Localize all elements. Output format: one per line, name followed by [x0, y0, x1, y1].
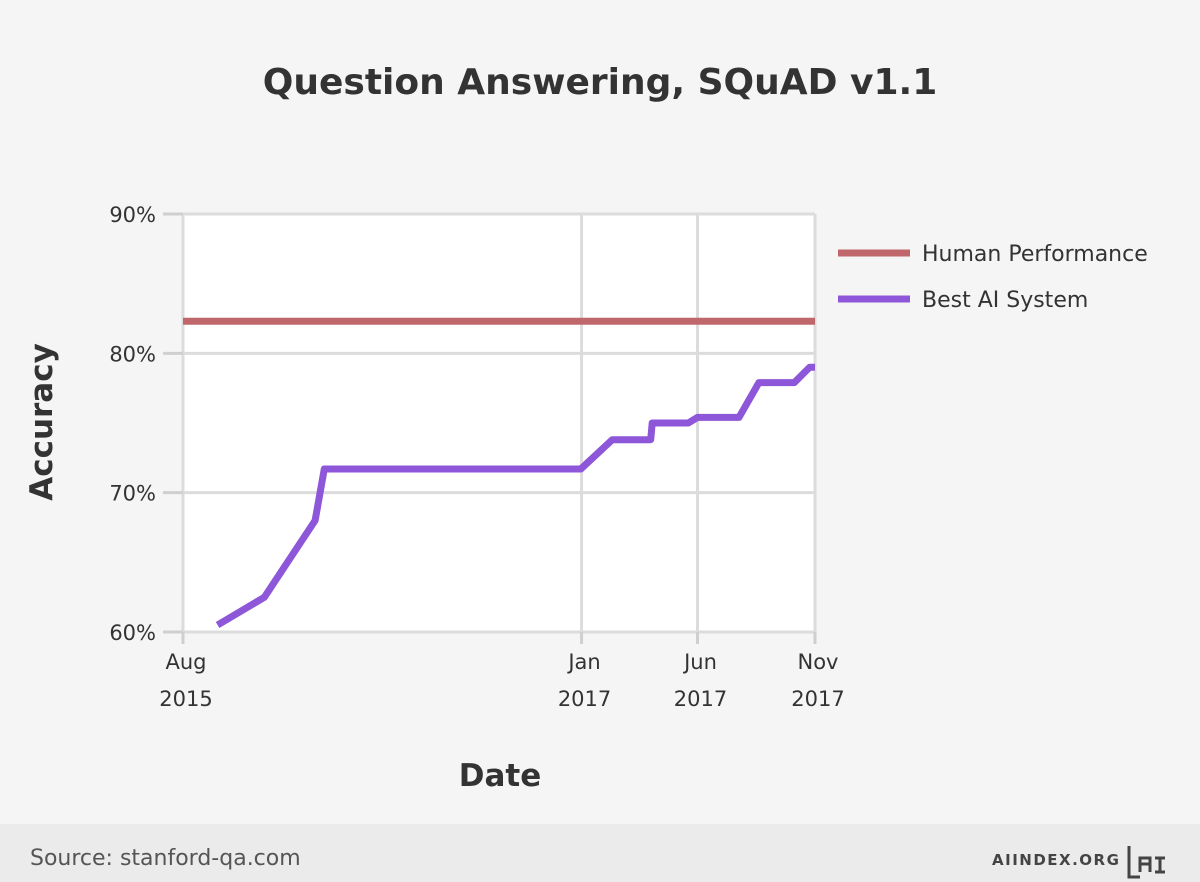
y-tick-label: 60%	[109, 621, 156, 645]
x-tick-label-year: 2017	[558, 687, 611, 711]
y-tick-label: 70%	[109, 482, 156, 506]
x-tick-label: Jun	[682, 650, 717, 674]
y-tick-label: 90%	[109, 203, 156, 227]
series-line-best-ai-system	[215, 363, 815, 629]
plot-area	[183, 214, 815, 632]
x-tick-label: Jan	[566, 650, 600, 674]
x-tick-label-year: 2017	[674, 687, 727, 711]
legend-label-human-performance: Human Performance	[922, 242, 1148, 267]
y-axis-label: Accuracy	[24, 343, 60, 501]
ai-index-logo-icon	[1127, 846, 1165, 879]
source-text: Source: stanford-qa.com	[30, 846, 301, 871]
series	[183, 317, 815, 629]
x-tick-label-year: 2017	[791, 687, 844, 711]
x-tick-label-year: 2015	[159, 687, 212, 711]
x-tick-label: Nov	[798, 650, 839, 674]
legend: Human Performance Best AI System	[838, 242, 1148, 313]
y-tick-label: 80%	[109, 342, 156, 366]
brand-text: AIINDEX.ORG	[992, 851, 1121, 869]
x-axis-label: Date	[459, 758, 542, 794]
x-tick-label: Aug	[165, 650, 206, 674]
chart-title: Question Answering, SQuAD v1.1	[263, 62, 938, 103]
legend-label-best-ai-system: Best AI System	[922, 288, 1088, 313]
y-axis-ticks: 60% 70% 80% 90%	[109, 203, 183, 645]
grid	[181, 212, 817, 634]
footer: Source: stanford-qa.com AIINDEX.ORG	[0, 824, 1200, 882]
x-axis-ticks: Aug 2015 Jan 2017 Jun 2017 Nov 2017	[159, 632, 845, 711]
